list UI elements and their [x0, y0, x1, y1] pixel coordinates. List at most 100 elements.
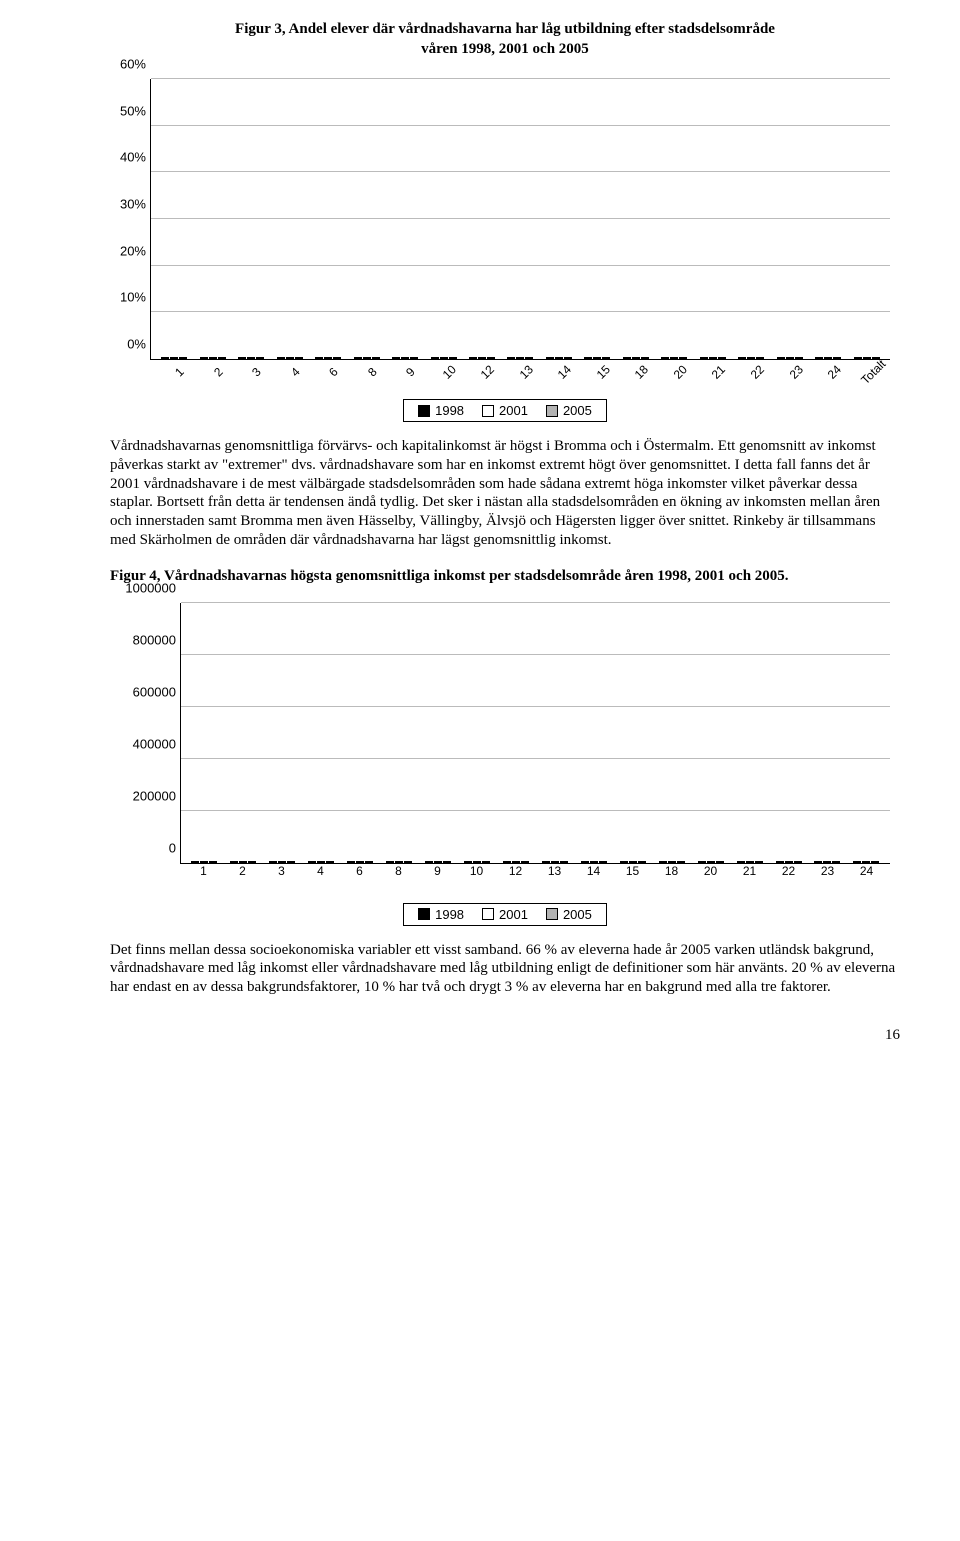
legend-label: 1998: [435, 907, 464, 922]
bar: [862, 861, 870, 863]
x-axis-label: 6: [345, 864, 375, 878]
bar: [659, 861, 667, 863]
bar: [794, 861, 802, 863]
bar: [440, 357, 448, 359]
bar: [853, 861, 861, 863]
x-axis-label: 24: [819, 356, 850, 387]
figure3-legend: 1998 2001 2005: [403, 399, 607, 422]
bar-group: [277, 357, 303, 359]
x-axis-label: 10: [434, 356, 465, 387]
bar: [239, 861, 247, 863]
bar: [863, 357, 871, 359]
x-axis-label: 13: [540, 864, 570, 878]
bar: [521, 861, 529, 863]
bar: [238, 357, 246, 359]
bar: [365, 861, 373, 863]
x-axis-label: 6: [318, 356, 349, 387]
bar: [700, 357, 708, 359]
bar-group: [620, 861, 646, 863]
bar: [661, 357, 669, 359]
legend-item: 1998: [418, 403, 464, 418]
bar: [278, 861, 286, 863]
bar: [564, 357, 572, 359]
bar: [434, 861, 442, 863]
bar: [356, 861, 364, 863]
legend-swatch-icon: [418, 405, 430, 417]
bar: [425, 861, 433, 863]
bar: [269, 861, 277, 863]
x-axis-label: 22: [774, 864, 804, 878]
bar: [482, 861, 490, 863]
bar: [277, 357, 285, 359]
bar: [698, 861, 706, 863]
bar-group: [737, 861, 763, 863]
y-axis-label: 800000: [111, 632, 176, 647]
bar-group: [623, 357, 649, 359]
bar: [756, 357, 764, 359]
legend-label: 1998: [435, 403, 464, 418]
bar: [324, 357, 332, 359]
bar: [392, 357, 400, 359]
bar: [795, 357, 803, 359]
bar: [200, 861, 208, 863]
bar: [641, 357, 649, 359]
bar: [326, 861, 334, 863]
y-axis-label: 200000: [111, 788, 176, 803]
bar-group: [191, 861, 217, 863]
figure3-x-labels: 12346891012131415182021222324Totalt: [150, 360, 890, 374]
x-axis-label: 3: [267, 864, 297, 878]
bar: [487, 357, 495, 359]
bar: [815, 357, 823, 359]
bar: [431, 357, 439, 359]
bar: [590, 861, 598, 863]
bar-group: [777, 357, 803, 359]
x-axis-label: 21: [703, 356, 734, 387]
figure3-title-line1: Figur 3, Andel elever där vårdnadshavarn…: [235, 21, 775, 37]
x-axis-label: 4: [306, 864, 336, 878]
x-axis-label: 8: [384, 864, 414, 878]
bar: [230, 861, 238, 863]
legend-swatch-icon: [546, 405, 558, 417]
bar-group: [269, 861, 295, 863]
bar-group: [738, 357, 764, 359]
bar: [542, 861, 550, 863]
x-axis-label: 4: [280, 356, 311, 387]
figure3-plot: 0%10%20%30%40%50%60%: [150, 79, 890, 360]
bar: [248, 861, 256, 863]
bar: [716, 861, 724, 863]
bar: [507, 357, 515, 359]
bar: [581, 861, 589, 863]
bar: [449, 357, 457, 359]
y-axis-label: 10%: [106, 290, 146, 305]
bar: [546, 357, 554, 359]
bar: [191, 861, 199, 863]
bar: [363, 357, 371, 359]
bar: [638, 861, 646, 863]
bar: [668, 861, 676, 863]
y-axis-label: 400000: [111, 736, 176, 751]
x-axis-label: Totalt: [857, 356, 888, 387]
bar: [386, 861, 394, 863]
x-axis-label: 14: [579, 864, 609, 878]
bar: [404, 861, 412, 863]
bar-group: [386, 861, 412, 863]
figure4-chart: 02000004000006000008000001000000 1234689…: [110, 603, 900, 926]
bar: [512, 861, 520, 863]
x-axis-label: 10: [462, 864, 492, 878]
bar-group: [354, 357, 380, 359]
y-axis-label: 30%: [106, 197, 146, 212]
body-paragraph-2: Det finns mellan dessa socioekonomiska v…: [110, 941, 900, 997]
bar: [200, 357, 208, 359]
bar: [599, 861, 607, 863]
bar: [286, 357, 294, 359]
figure3-title: Figur 3, Andel elever där vårdnadshavarn…: [110, 20, 900, 59]
bar: [401, 357, 409, 359]
bar: [516, 357, 524, 359]
bar: [551, 861, 559, 863]
bar: [179, 357, 187, 359]
bar: [161, 357, 169, 359]
x-axis-label: 21: [735, 864, 765, 878]
bar: [629, 861, 637, 863]
bar-group: [161, 357, 187, 359]
bar: [623, 357, 631, 359]
